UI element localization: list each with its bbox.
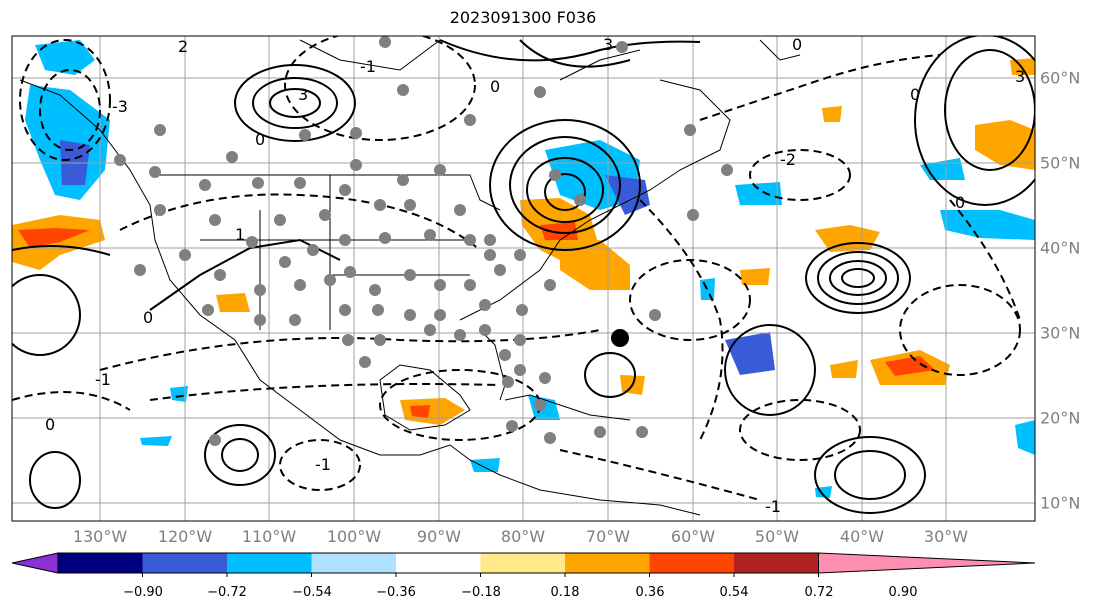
lon-label: 90°W: [416, 527, 462, 546]
colorbar-tick-label: −0.90: [123, 585, 163, 600]
svg-text:0: 0: [143, 308, 153, 327]
colorbar-segment: [227, 553, 312, 573]
colorbar-tick-label: −0.54: [292, 585, 332, 600]
svg-text:0: 0: [255, 130, 265, 149]
svg-text:-1: -1: [765, 497, 781, 516]
svg-text:0: 0: [792, 35, 802, 54]
svg-text:3: 3: [1015, 67, 1025, 86]
lat-label: 60°N: [1040, 68, 1081, 88]
colorbar-segment: [734, 553, 819, 573]
svg-text:-3: -3: [112, 97, 128, 116]
colorbar-tick-label: 0.72: [804, 585, 834, 600]
lon-label: 80°W: [500, 527, 546, 546]
lon-label: 40°W: [839, 527, 885, 546]
contour-lines: [12, 36, 1035, 514]
colorbar-extend-high: [818, 552, 1036, 574]
lon-label: 50°W: [754, 527, 800, 546]
highlight-marker: [611, 329, 629, 347]
svg-text:-2: -2: [780, 150, 796, 169]
shaded-anomaly-fields: [12, 40, 1035, 498]
lat-label: 20°N: [1040, 408, 1081, 428]
svg-text:3: 3: [298, 85, 308, 104]
colorbar-tick-label: 0.36: [635, 585, 665, 600]
coastlines: [19, 39, 801, 516]
contour-labels: 2 -1 -3 3 0 0 3 0 -2 1 0 0 -1 -1 0 3 -1 …: [45, 35, 1025, 516]
lat-label: 10°N: [1040, 493, 1081, 513]
colorbar-segment: [142, 553, 228, 573]
colorbar-segment: [396, 553, 481, 573]
colorbar-tick-label: −0.36: [376, 585, 416, 600]
station-markers: [114, 36, 733, 446]
colorbar-tick-label: −0.18: [461, 585, 501, 600]
map-title: 2023091300 F036: [449, 8, 597, 27]
colorbar-tick-label: 0.54: [719, 585, 749, 600]
colorbar-tick-label: −0.72: [207, 585, 247, 600]
colorbar-segment: [649, 553, 735, 573]
lon-label: 100°W: [326, 527, 382, 546]
colorbar-segment: [565, 553, 650, 573]
map-frame: [11, 35, 1036, 522]
colorbar-segment: [480, 553, 566, 573]
svg-text:0: 0: [955, 193, 965, 212]
lon-label: 30°W: [923, 527, 969, 546]
svg-text:-1: -1: [315, 455, 331, 474]
lat-lon-grid: [12, 36, 1035, 521]
svg-text:1: 1: [235, 225, 245, 244]
colorbar-tick-label: 0.90: [888, 585, 918, 600]
lat-label: 50°N: [1040, 153, 1081, 173]
dashed-contour-lines: [12, 36, 1021, 501]
svg-text:3: 3: [603, 35, 613, 54]
svg-text:0: 0: [490, 77, 500, 96]
lat-label: 40°N: [1040, 238, 1081, 258]
svg-text:0: 0: [45, 415, 55, 434]
colorbar-extend-low: [11, 552, 59, 574]
colorbar-segment: [58, 553, 143, 573]
lon-label: 60°W: [670, 527, 716, 546]
colorbar-segment: [311, 553, 397, 573]
lon-label: 110°W: [241, 527, 297, 546]
lon-label: 120°W: [157, 527, 213, 546]
svg-text:2: 2: [178, 37, 188, 56]
colorbar-frame: [57, 552, 819, 574]
svg-text:-1: -1: [95, 370, 111, 389]
svg-text:0: 0: [910, 85, 920, 104]
lon-label: 70°W: [585, 527, 631, 546]
lat-label: 30°N: [1040, 323, 1081, 343]
svg-text:-1: -1: [360, 57, 376, 76]
colorbar: [11, 552, 1036, 577]
colorbar-tick-label: 0.18: [550, 585, 580, 600]
lon-label: 130°W: [72, 527, 128, 546]
